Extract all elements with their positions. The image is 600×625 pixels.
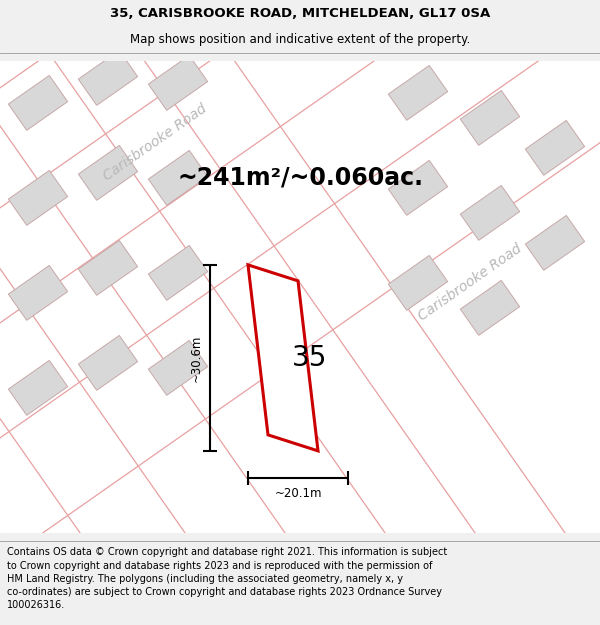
- Polygon shape: [248, 265, 318, 451]
- Text: Contains OS data © Crown copyright and database right 2021. This information is : Contains OS data © Crown copyright and d…: [7, 548, 448, 610]
- Polygon shape: [388, 161, 448, 216]
- Polygon shape: [460, 281, 520, 336]
- Polygon shape: [526, 216, 584, 271]
- Polygon shape: [526, 121, 584, 176]
- Polygon shape: [148, 151, 208, 206]
- Polygon shape: [79, 51, 137, 106]
- Polygon shape: [8, 171, 68, 226]
- Polygon shape: [148, 56, 208, 111]
- Polygon shape: [388, 66, 448, 121]
- Text: Carisbrooke Road: Carisbrooke Road: [416, 242, 524, 324]
- Polygon shape: [388, 256, 448, 311]
- Polygon shape: [8, 361, 68, 416]
- Polygon shape: [8, 76, 68, 131]
- Polygon shape: [148, 341, 208, 396]
- Text: ~241m²/~0.060ac.: ~241m²/~0.060ac.: [177, 166, 423, 190]
- Text: ~20.1m: ~20.1m: [274, 488, 322, 501]
- Text: Map shows position and indicative extent of the property.: Map shows position and indicative extent…: [130, 33, 470, 46]
- Polygon shape: [8, 266, 68, 321]
- Polygon shape: [460, 91, 520, 146]
- Polygon shape: [79, 146, 137, 201]
- Polygon shape: [148, 246, 208, 301]
- Text: Carisbrooke Road: Carisbrooke Road: [101, 102, 209, 184]
- Text: 35, CARISBROOKE ROAD, MITCHELDEAN, GL17 0SA: 35, CARISBROOKE ROAD, MITCHELDEAN, GL17 …: [110, 7, 490, 20]
- Polygon shape: [79, 241, 137, 296]
- Polygon shape: [79, 336, 137, 391]
- Text: ~30.6m: ~30.6m: [190, 334, 203, 381]
- Text: 35: 35: [292, 344, 328, 372]
- Polygon shape: [460, 186, 520, 241]
